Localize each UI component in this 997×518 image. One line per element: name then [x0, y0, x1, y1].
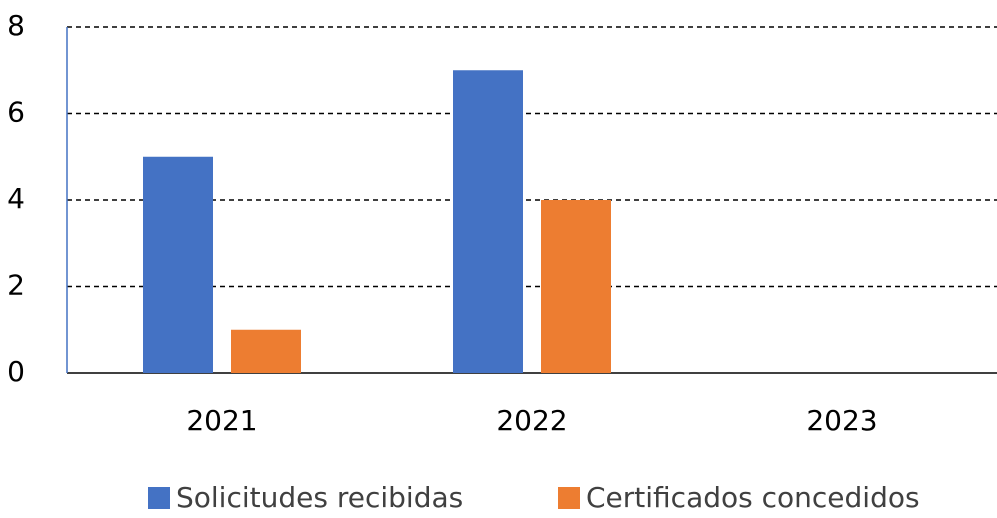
bar	[453, 70, 523, 373]
y-tick-label: 2	[7, 269, 25, 302]
legend-label: Solicitudes recibidas	[176, 481, 463, 514]
bar	[541, 200, 611, 373]
bar	[143, 156, 213, 373]
y-tick-label: 4	[7, 182, 25, 215]
x-tick-label: 2022	[496, 404, 567, 437]
legend-swatch	[148, 487, 170, 509]
y-tick-label: 0	[7, 355, 25, 388]
y-tick-label: 6	[7, 96, 25, 129]
x-tick-label: 2023	[806, 404, 877, 437]
bar	[231, 329, 301, 373]
y-tick-label: 8	[7, 9, 25, 42]
x-tick-label: 2021	[186, 404, 257, 437]
legend-swatch	[558, 487, 580, 509]
legend-label: Certificados concedidos	[586, 481, 920, 514]
